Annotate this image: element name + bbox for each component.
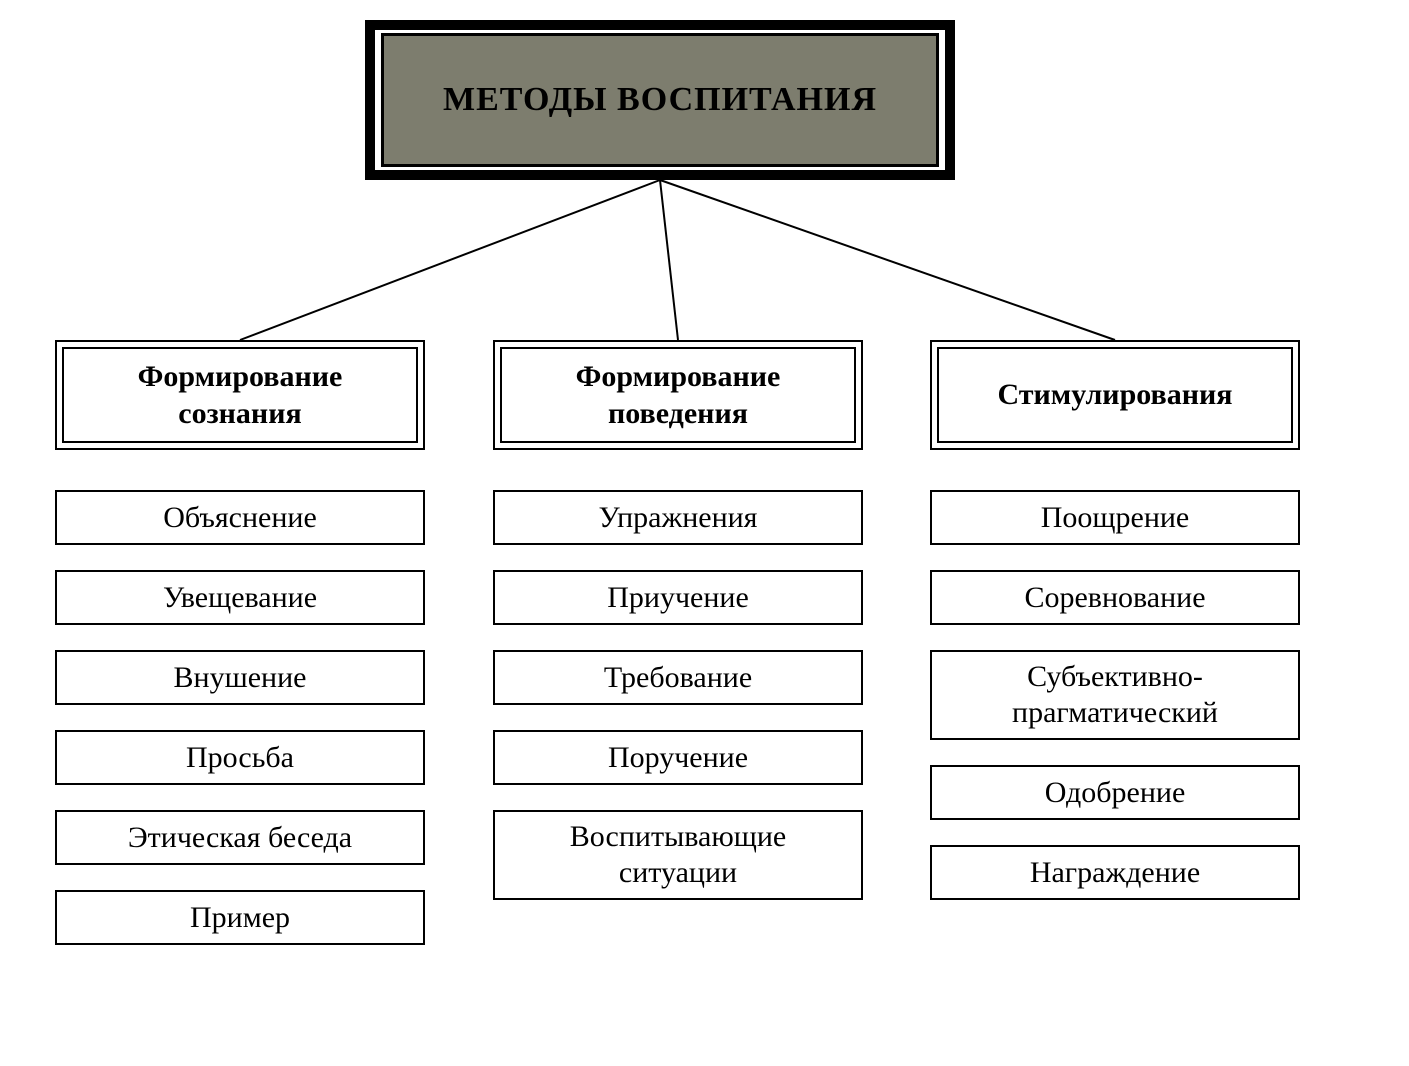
item-box: Субъективно-прагматический: [930, 650, 1300, 740]
root-title: МЕТОДЫ ВОСПИТАНИЯ: [443, 81, 877, 119]
category-box-behavior: Формированиеповедения: [493, 340, 863, 450]
item-box: Соревнование: [930, 570, 1300, 625]
category-label: Формированиесознания: [138, 358, 343, 433]
item-box: Упражнения: [493, 490, 863, 545]
item-label: Одобрение: [1045, 775, 1186, 811]
item-label: Приучение: [607, 580, 749, 616]
item-box: Просьба: [55, 730, 425, 785]
item-label: Поощрение: [1041, 500, 1190, 536]
item-label: Воспитывающиеситуации: [570, 819, 786, 891]
category-label: Формированиеповедения: [576, 358, 781, 433]
item-box: Требование: [493, 650, 863, 705]
item-label: Награждение: [1030, 855, 1200, 891]
edge-root-to-cat2: [660, 180, 678, 340]
root-node-inner: МЕТОДЫ ВОСПИТАНИЯ: [381, 33, 939, 167]
item-box: Поручение: [493, 730, 863, 785]
category-inner: Формированиесознания: [62, 347, 418, 443]
item-label: Субъективно-прагматический: [1012, 659, 1218, 731]
item-label: Пример: [190, 900, 290, 936]
item-label: Соревнование: [1024, 580, 1205, 616]
item-box: Объяснение: [55, 490, 425, 545]
item-box: Пример: [55, 890, 425, 945]
category-label: Стимулирования: [997, 376, 1232, 414]
item-label: Этическая беседа: [128, 820, 352, 856]
category-box-consciousness: Формированиесознания: [55, 340, 425, 450]
item-box: Воспитывающиеситуации: [493, 810, 863, 900]
item-label: Поручение: [608, 740, 748, 776]
category-box-stimulation: Стимулирования: [930, 340, 1300, 450]
item-label: Увещевание: [163, 580, 317, 616]
item-box: Увещевание: [55, 570, 425, 625]
category-inner: Стимулирования: [937, 347, 1293, 443]
item-box: Поощрение: [930, 490, 1300, 545]
item-label: Объяснение: [163, 500, 317, 536]
item-label: Просьба: [186, 740, 294, 776]
item-label: Требование: [604, 660, 752, 696]
root-node: МЕТОДЫ ВОСПИТАНИЯ: [365, 20, 955, 180]
edge-root-to-cat3: [660, 180, 1115, 340]
item-label: Внушение: [174, 660, 307, 696]
item-box: Этическая беседа: [55, 810, 425, 865]
category-inner: Формированиеповедения: [500, 347, 856, 443]
item-box: Приучение: [493, 570, 863, 625]
item-box: Одобрение: [930, 765, 1300, 820]
edge-root-to-cat1: [240, 180, 660, 340]
item-label: Упражнения: [599, 500, 758, 536]
item-box: Награждение: [930, 845, 1300, 900]
item-box: Внушение: [55, 650, 425, 705]
